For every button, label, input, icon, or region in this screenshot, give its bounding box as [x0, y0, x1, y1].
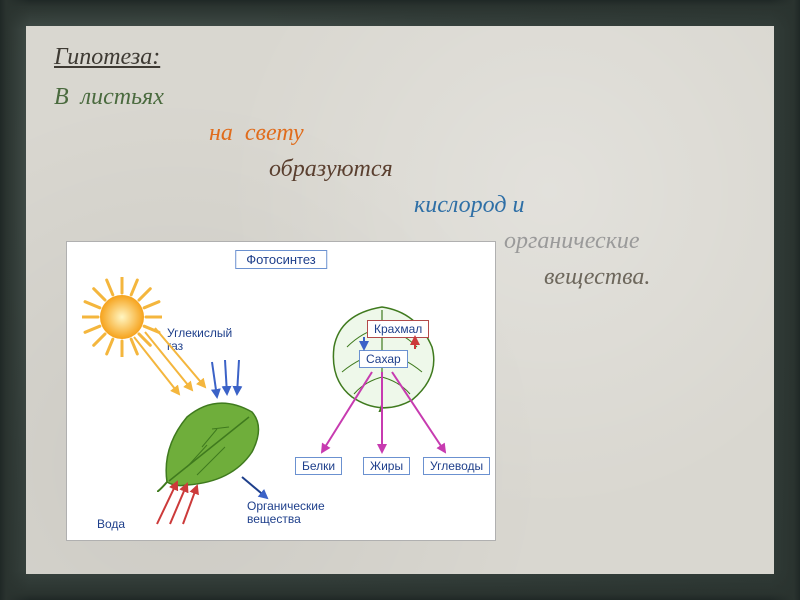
hypothesis-line: на свету	[54, 115, 746, 151]
carbs-label: Углеводы	[423, 457, 490, 475]
slide-body: Гипотеза: В листьяхна светуобразуютсякис…	[26, 26, 774, 574]
hypothesis-title: Гипотеза:	[54, 44, 746, 71]
hypothesis-line: образуются	[54, 151, 746, 187]
photosynthesis-diagram: Фотосинтез Углекислыйгаз Крахмал Сахар Б…	[66, 241, 496, 541]
sugar-label: Сахар	[359, 350, 408, 368]
diagram-title: Фотосинтез	[235, 250, 327, 269]
hypothesis-line: кислород и	[54, 187, 746, 223]
water-label: Вода	[97, 517, 125, 531]
proteins-label: Белки	[295, 457, 342, 475]
starch-label: Крахмал	[367, 320, 429, 338]
organic-substances-label: Органическиевещества	[247, 500, 325, 526]
leaf-left-icon	[157, 397, 267, 492]
sun-icon	[82, 277, 162, 357]
fats-label: Жиры	[363, 457, 410, 475]
co2-label: Углекислыйгаз	[167, 327, 232, 353]
hypothesis-line: В листьях	[54, 79, 746, 115]
